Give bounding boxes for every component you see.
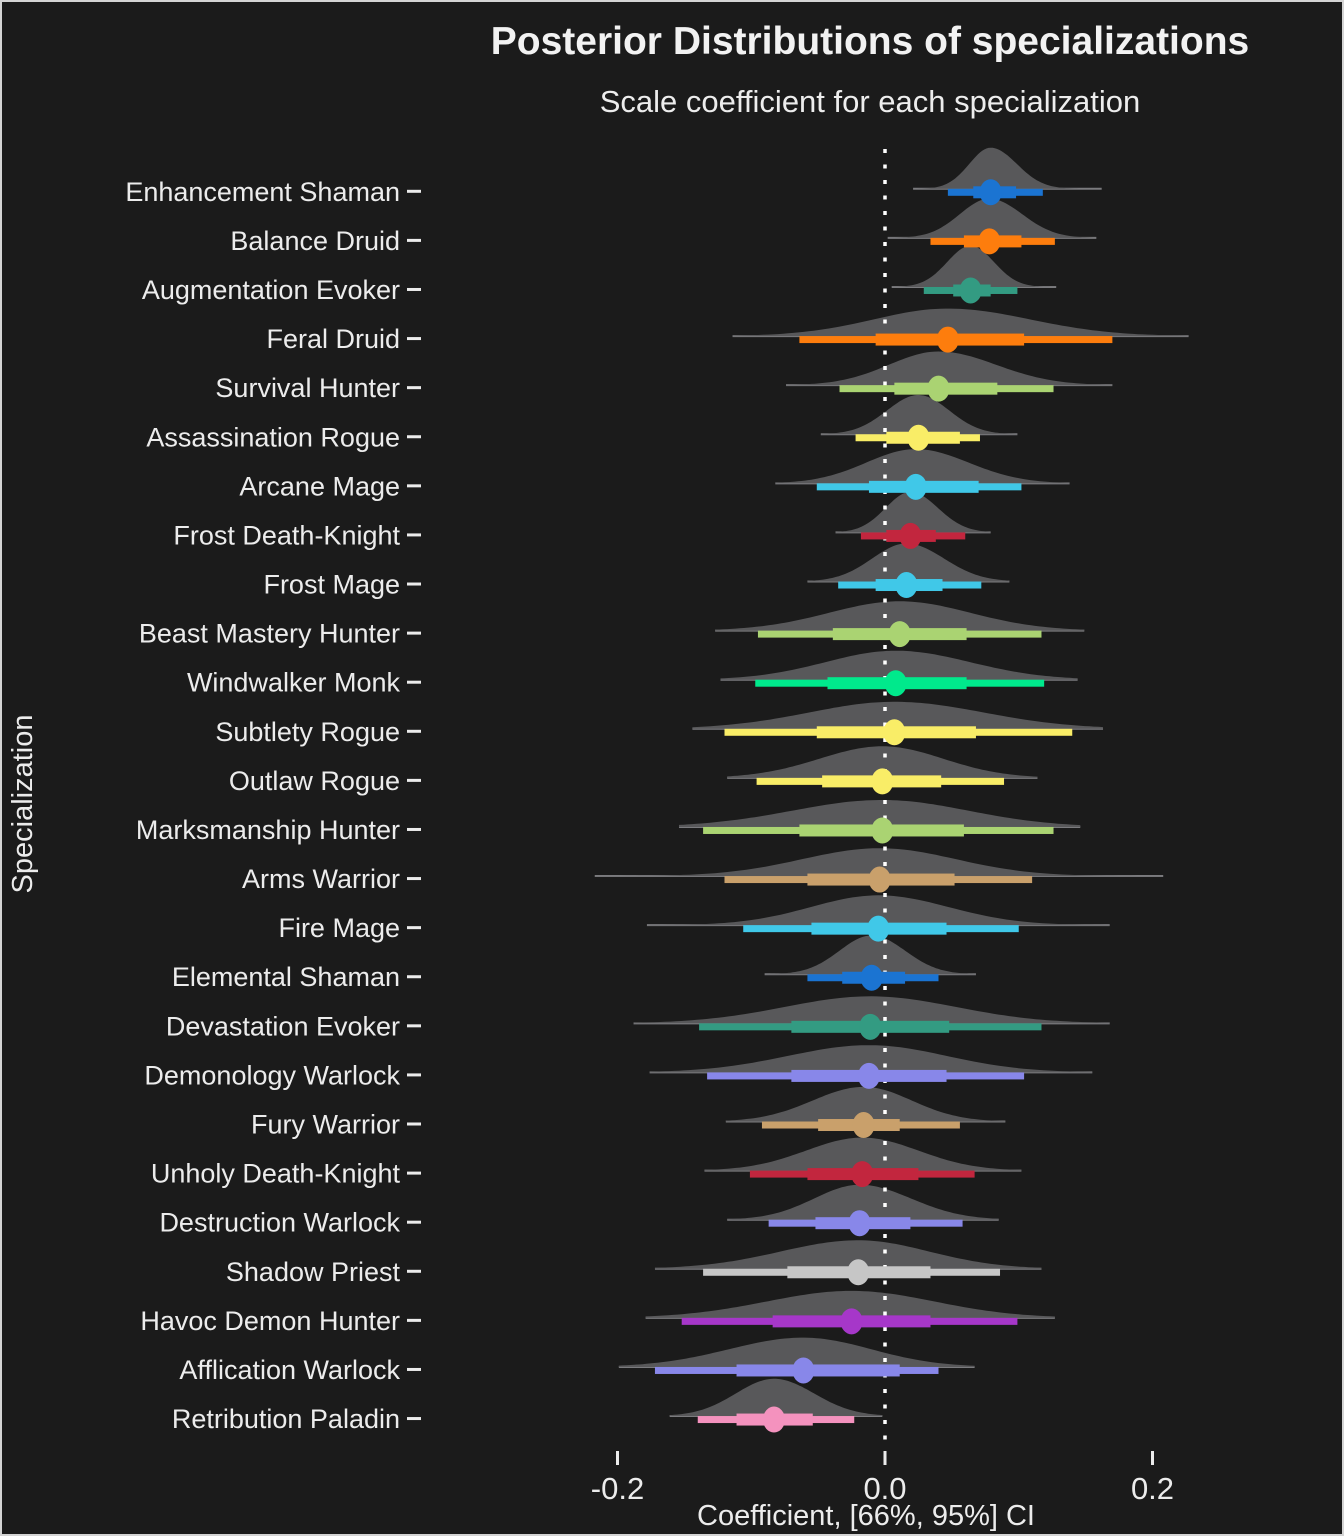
density-curve [820,395,1018,435]
y-axis-label: Arms Warrior [242,864,400,894]
x-axis-layer: -0.2 0.0 0.2 [591,1451,1174,1506]
interval-66 [736,1364,900,1377]
x-tick-label: 0.2 [1131,1471,1174,1506]
density-curve [727,746,1038,778]
y-axis-label: Subtlety Rogue [215,717,400,747]
density-curve [725,1086,1006,1122]
median-point [979,179,1002,206]
median-point [851,1161,874,1188]
density-curve [594,848,1164,877]
median-point [857,1062,880,1089]
y-axis-label: Arcane Mage [239,471,400,501]
density-curve [887,198,1097,238]
y-axis-label: Frost Death-Knight [173,520,400,550]
density-curve [692,701,1103,729]
median-point [907,424,930,451]
median-point [904,473,927,500]
y-axis-label: Feral Druid [266,324,400,354]
median-point [792,1357,815,1384]
density-curve [720,650,1078,680]
y-axis-label: Assassination Rogue [146,422,400,452]
median-point [762,1406,785,1433]
y-axis-label: Elemental Shaman [172,962,400,992]
y-axis-label: Destruction Warlock [159,1208,400,1238]
y-axis-label: Marksmanship Hunter [136,815,400,845]
median-point [860,964,883,991]
median-point [927,375,950,402]
median-point [847,1259,870,1286]
density-curve [633,996,1110,1024]
density-curve [669,1378,883,1416]
y-axis-label: Retribution Paladin [172,1404,400,1434]
density-curve [646,895,1110,926]
median-point [895,572,918,599]
density-curve [786,351,1113,386]
density-curve [835,491,991,533]
density-curve [913,147,1102,189]
density-curve [764,935,976,975]
median-point [868,866,891,893]
median-point [978,228,1001,255]
y-axis-label: Fury Warrior [251,1110,400,1140]
median-point [959,277,982,304]
density-curve [727,1184,999,1220]
y-axis-title: Specialization [7,715,39,894]
density-curve [649,1045,1093,1073]
y-axis-label: Unholy Death-Knight [151,1159,401,1189]
median-point [871,768,894,795]
density-curve [807,543,1010,582]
median-point [871,817,894,844]
y-axis-label: Frost Mage [263,570,400,600]
x-axis-title: Coefficient, [66%, 95%] CI [697,1500,1035,1532]
y-axis-label: Shadow Priest [226,1257,401,1287]
median-point [840,1308,863,1335]
density-curve [655,1240,1042,1269]
density-curve [891,245,1057,287]
median-point [936,326,959,353]
y-axis-label: Augmentation Evoker [142,275,400,305]
chart-subtitle: Scale coefficient for each specializatio… [600,84,1141,119]
median-point [883,719,906,746]
density-curve [775,449,1070,484]
y-axis-label: Enhancement Shaman [125,177,400,207]
chart-title: Posterior Distributions of specializatio… [491,20,1249,63]
y-axis-label: Outlaw Rogue [229,766,400,796]
y-axis-label: Fire Mage [278,913,400,943]
median-point [888,621,911,648]
y-axis-label: Afflication Warlock [179,1355,400,1385]
y-axis-label: Beast Mastery Hunter [139,619,400,649]
density-curve [679,800,1081,827]
y-axis-label: Devastation Evoker [166,1011,400,1041]
y-axis-layer: Enhancement Shaman Balance Druid Augmentat… [125,177,421,1434]
x-tick-label: -0.2 [591,1471,644,1506]
y-axis-label: Windwalker Monk [187,668,401,698]
median-point [859,1013,882,1040]
y-axis-label: Survival Hunter [215,373,400,403]
y-axis-label: Havoc Demon Hunter [140,1306,400,1336]
median-point [852,1112,875,1139]
x-tick-label: 0.0 [863,1471,906,1506]
median-point [899,522,922,549]
density-curve [704,1137,1022,1171]
median-point [848,1210,871,1237]
median-point [884,670,907,697]
y-axis-label: Balance Druid [230,226,400,256]
median-point [867,915,890,942]
density-curve [732,308,1189,337]
density-curve [645,1290,1055,1318]
density-curve [715,601,1085,631]
y-axis-label: Demonology Warlock [144,1060,400,1090]
interval-layer [654,179,1113,1433]
